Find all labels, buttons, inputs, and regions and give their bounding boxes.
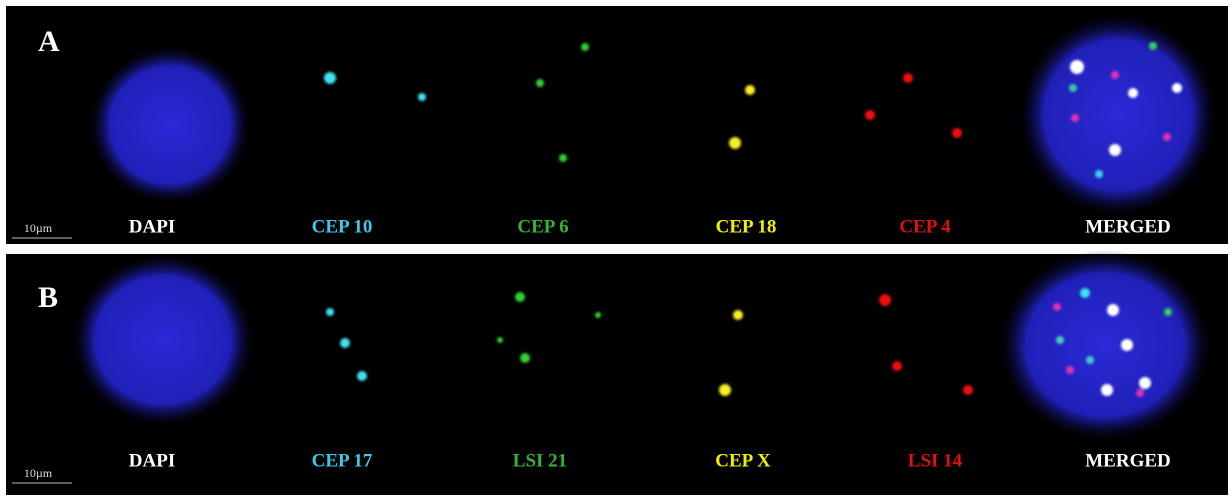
panel-label: DAPI [129, 216, 175, 237]
panel-label: CEP X [715, 450, 771, 471]
panel-label: CEP 10 [312, 216, 373, 237]
panel-label: CEP 18 [716, 216, 777, 237]
panel-label: DAPI [129, 450, 175, 471]
panel-label: MERGED [1085, 450, 1171, 471]
panel-label: CEP 4 [899, 216, 951, 237]
panel-label: LSI 14 [908, 450, 963, 471]
panel-label: CEP 6 [517, 216, 568, 237]
panel-label: CEP 17 [312, 450, 373, 471]
figure: A 10µm DAPI CEP 10 CEP 6 CEP 18 CEP 4 ME… [0, 0, 1232, 501]
scale-label: 10µm [24, 466, 53, 480]
panel-label: MERGED [1085, 216, 1171, 237]
row-letter: B [38, 281, 58, 314]
row-letter: A [38, 25, 60, 58]
scale-label: 10µm [24, 221, 53, 235]
panel-label: LSI 21 [513, 450, 567, 471]
